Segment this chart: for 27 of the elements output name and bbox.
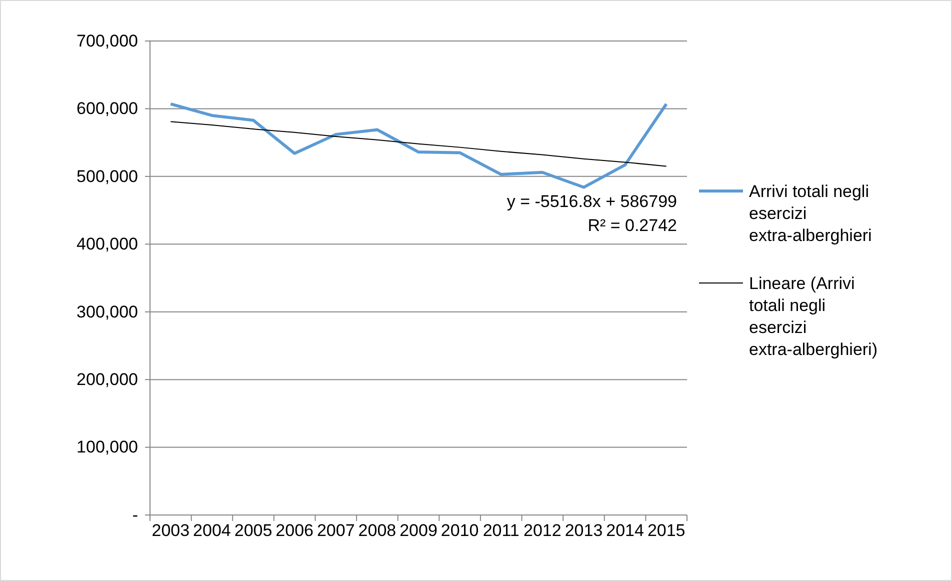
x-tick-label: 2011 — [482, 521, 520, 540]
y-tick-label: 400,000 — [76, 234, 138, 254]
legend-label: Arrivi totali negli esercizi extra-alberghieri — [749, 182, 872, 245]
x-tick-label: 2004 — [193, 521, 231, 540]
x-tick-label: 2005 — [234, 521, 272, 540]
line-series — [169, 102, 668, 189]
y-tick-label: 300,000 — [76, 302, 138, 322]
x-tick-label: 2014 — [606, 521, 644, 540]
annotation: y = -5516.8x + 586799 — [506, 192, 677, 211]
x-tick-label: 2013 — [564, 521, 603, 540]
y-tick-label: 700,000 — [76, 31, 138, 50]
x-tick-label: 2003 — [152, 521, 190, 540]
x-tick-label: 2006 — [276, 521, 314, 540]
annotation: R² = 0.2742 — [588, 216, 677, 235]
y-tick-label: 600,000 — [76, 99, 138, 118]
x-tick-label: 2012 — [524, 521, 562, 540]
legend-label: Lineare (Arrivi totali negli esercizi extra-alberghieri) — [749, 274, 878, 359]
y-tick-label: 500,000 — [76, 166, 138, 186]
x-tick-label: 2007 — [316, 521, 355, 540]
x-tick-label: 2009 — [400, 521, 438, 540]
x-tick-label: 2015 — [647, 521, 686, 540]
x-tick-label: 2008 — [358, 521, 396, 540]
y-tick-label: - — [132, 505, 138, 524]
line-series — [170, 121, 667, 167]
x-tick-label: 2010 — [440, 521, 479, 540]
y-tick-label: 200,000 — [76, 370, 138, 390]
y-tick-label: 100,000 — [76, 438, 138, 457]
